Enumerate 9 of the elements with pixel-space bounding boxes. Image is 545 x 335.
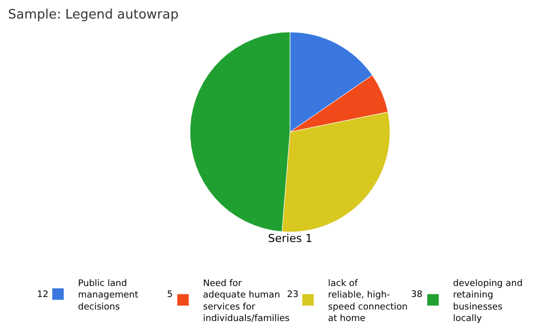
slice-label: Series 1 <box>268 232 312 245</box>
data-label: 5 <box>167 290 173 300</box>
data-label: 38 <box>411 290 423 300</box>
data-label: 12 <box>37 290 48 300</box>
legend-label: lack of reliable, high-speed connection at home <box>328 278 408 324</box>
chart-title: Sample: Legend autowrap <box>8 8 179 23</box>
legend-label: Public land management decisions <box>78 278 139 312</box>
legend-label: developing and retaining businesses locally <box>453 278 523 324</box>
data-label: 23 <box>287 290 298 300</box>
